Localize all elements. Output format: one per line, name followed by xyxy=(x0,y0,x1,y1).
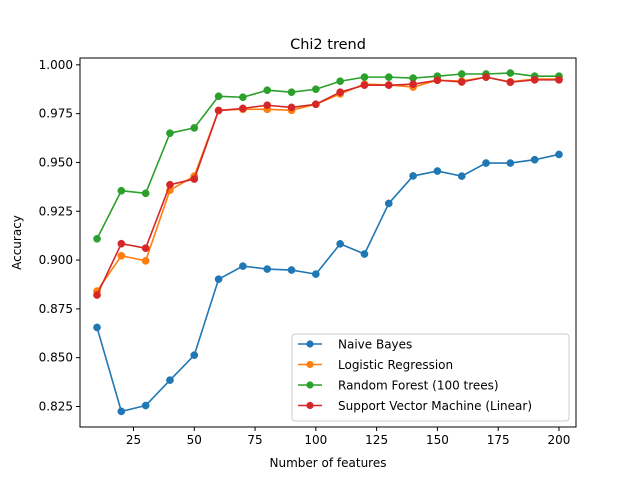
data-point-support-vector-machine-linear xyxy=(190,175,199,183)
x-tick-label: 50 xyxy=(187,433,202,447)
data-point-logistic-regression xyxy=(117,251,126,260)
legend: Naive Bayes Logistic Regression Random For… xyxy=(291,333,570,422)
data-point-naive-bayes xyxy=(384,199,393,208)
data-point-naive-bayes xyxy=(141,401,150,410)
data-point-naive-bayes xyxy=(93,323,101,332)
y-axis-label: Accuracy xyxy=(10,215,24,270)
legend-label-support-vector-machine-linear: Support Vector Machine (Linear) xyxy=(338,399,532,413)
data-point-random-forest-100-trees xyxy=(190,124,199,132)
legend-label-logistic-regression: Logistic Regression xyxy=(338,358,453,372)
data-point-naive-bayes xyxy=(336,240,345,248)
data-point-naive-bayes xyxy=(263,265,272,273)
data-point-random-forest-100-trees xyxy=(141,189,150,198)
plot-frame xyxy=(79,57,577,428)
data-point-support-vector-machine-linear xyxy=(287,103,296,112)
data-point-support-vector-machine-linear xyxy=(506,78,515,87)
data-point-random-forest-100-trees xyxy=(214,92,223,101)
data-point-random-forest-100-trees xyxy=(336,77,345,86)
data-point-support-vector-machine-linear xyxy=(117,239,126,248)
data-point-random-forest-100-trees xyxy=(239,93,247,102)
series-line-support-vector-machine-linear xyxy=(96,76,559,296)
data-point-random-forest-100-trees xyxy=(457,70,466,78)
series-line-random-forest-100-trees xyxy=(96,72,559,240)
x-tick-label: 175 xyxy=(487,433,510,447)
data-point-support-vector-machine-linear xyxy=(409,80,417,89)
data-point-support-vector-machine-linear xyxy=(433,76,442,85)
data-point-naive-bayes xyxy=(239,262,247,270)
x-tick-label: 125 xyxy=(365,433,388,447)
y-tick-label: 0.975 xyxy=(39,107,73,121)
data-point-naive-bayes xyxy=(482,159,490,167)
x-tick-label: 150 xyxy=(426,433,449,447)
data-point-support-vector-machine-linear xyxy=(263,101,272,110)
data-point-naive-bayes xyxy=(117,407,126,416)
data-point-naive-bayes xyxy=(530,155,539,164)
data-point-random-forest-100-trees xyxy=(384,73,393,81)
legend-box xyxy=(291,333,570,422)
x-axis-ticks: 25 50 75 100 125 150 175 200 xyxy=(126,427,571,447)
data-point-naive-bayes xyxy=(506,159,515,167)
data-point-naive-bayes xyxy=(433,167,442,175)
data-point-support-vector-machine-linear xyxy=(482,73,490,81)
x-tick-label: 200 xyxy=(548,433,571,447)
x-tick-label: 75 xyxy=(247,433,262,447)
data-point-naive-bayes xyxy=(360,250,369,258)
legend-label-naive-bayes: Naive Bayes xyxy=(338,338,412,352)
data-point-random-forest-100-trees xyxy=(311,85,320,94)
x-tick-label: 25 xyxy=(126,433,141,447)
legend-marker-random-forest-100-trees xyxy=(306,381,314,389)
y-tick-label: 0.850 xyxy=(39,351,73,365)
data-point-support-vector-machine-linear xyxy=(360,81,369,89)
y-tick-label: 0.950 xyxy=(39,155,73,169)
data-point-logistic-regression xyxy=(141,257,150,265)
legend-label-random-forest-100-trees: Random Forest (100 trees) xyxy=(338,379,499,393)
chart-title: Chi2 trend xyxy=(290,37,366,53)
data-point-support-vector-machine-linear xyxy=(555,76,563,84)
y-tick-label: 0.875 xyxy=(39,302,73,316)
data-point-support-vector-machine-linear xyxy=(336,88,345,97)
y-tick-label: 0.825 xyxy=(39,400,73,414)
data-point-support-vector-machine-linear xyxy=(93,291,101,299)
data-point-random-forest-100-trees xyxy=(360,73,369,81)
x-tick-label: 100 xyxy=(304,433,327,447)
data-point-naive-bayes xyxy=(457,172,466,180)
data-point-naive-bayes xyxy=(555,150,563,159)
y-tick-label: 1.000 xyxy=(39,58,73,72)
y-tick-label: 0.925 xyxy=(39,204,73,218)
data-point-support-vector-machine-linear xyxy=(457,78,466,86)
series-layer xyxy=(93,69,563,416)
data-point-naive-bayes xyxy=(166,376,174,384)
data-point-support-vector-machine-linear xyxy=(239,104,247,113)
data-point-naive-bayes xyxy=(190,351,199,359)
data-point-random-forest-100-trees xyxy=(287,88,296,97)
series-line-naive-bayes xyxy=(96,153,560,413)
data-point-support-vector-machine-linear xyxy=(214,106,223,115)
legend-marker-naive-bayes xyxy=(306,340,314,348)
data-point-support-vector-machine-linear xyxy=(530,76,539,84)
x-axis-label: Number of features xyxy=(270,456,387,470)
data-point-naive-bayes xyxy=(214,275,223,284)
data-point-random-forest-100-trees xyxy=(93,234,101,243)
data-point-naive-bayes xyxy=(409,172,417,180)
data-point-random-forest-100-trees xyxy=(506,69,515,77)
y-axis-ticks: 0.825 0.850 0.875 0.900 0.925 0.950 0.975 1.000 xyxy=(39,58,80,414)
data-point-support-vector-machine-linear xyxy=(384,81,393,89)
data-point-random-forest-100-trees xyxy=(117,186,126,195)
data-point-random-forest-100-trees xyxy=(263,86,272,95)
y-tick-label: 0.900 xyxy=(39,253,73,267)
data-point-support-vector-machine-linear xyxy=(311,100,320,109)
data-point-naive-bayes xyxy=(287,266,296,274)
data-point-support-vector-machine-linear xyxy=(166,180,174,189)
legend-marker-support-vector-machine-linear xyxy=(306,401,314,410)
data-point-support-vector-machine-linear xyxy=(141,244,150,253)
data-point-random-forest-100-trees xyxy=(166,129,174,138)
legend-marker-logistic-regression xyxy=(306,360,314,369)
data-point-naive-bayes xyxy=(311,270,320,278)
